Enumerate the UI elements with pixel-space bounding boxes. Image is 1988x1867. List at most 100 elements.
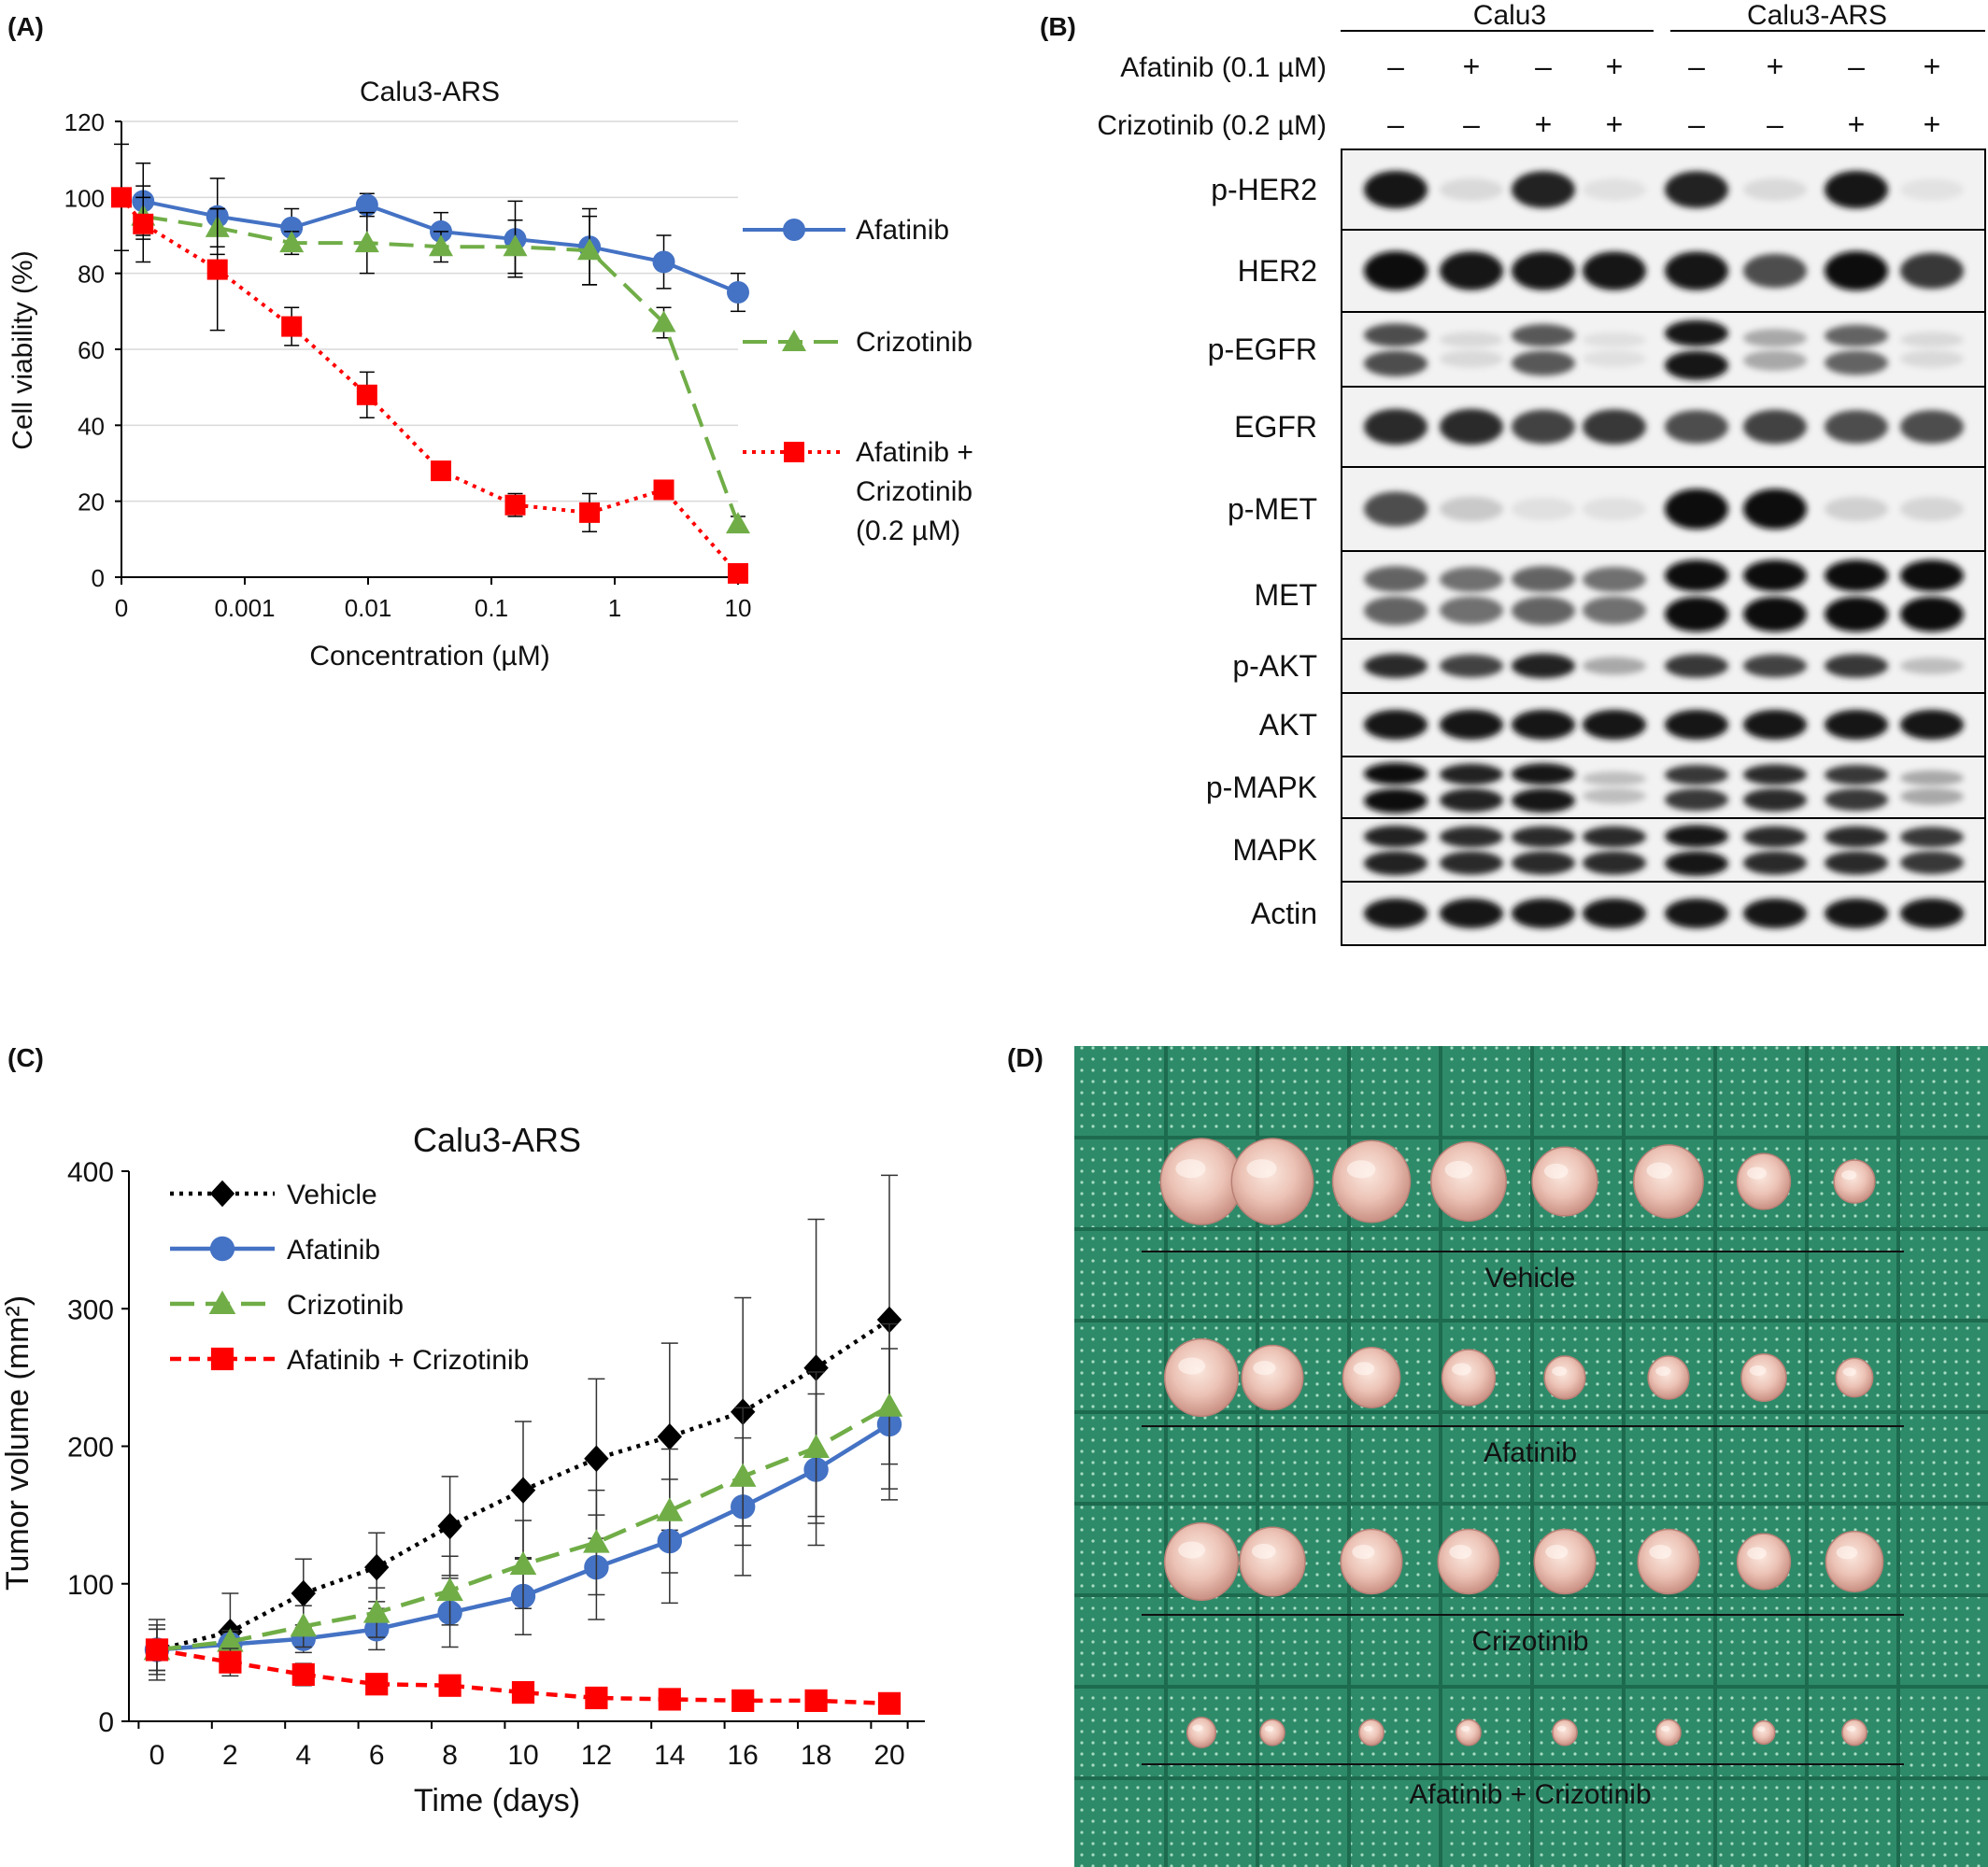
x-tick-label: 4 <box>295 1740 311 1771</box>
tumor <box>1841 1718 1867 1747</box>
panel-c-ylabel: Tumor volume (mm²) <box>0 1295 36 1591</box>
blot-band <box>1900 658 1964 674</box>
data-point <box>510 1477 536 1504</box>
blot-band <box>1665 851 1728 876</box>
blot-strip <box>1341 817 1986 883</box>
blot-strip <box>1341 881 1986 946</box>
panel-c-xlabel: Time (days) <box>414 1783 580 1818</box>
panel-c-legend: Vehicle Afatinib Crizotinib Afatinib + Criz… <box>170 1180 529 1376</box>
data-point <box>219 1650 242 1674</box>
tumor-highlight <box>1556 1725 1567 1732</box>
tumor <box>1533 1528 1597 1595</box>
tumor-row-afatinib: Afatinib <box>1142 1337 1904 1468</box>
y-tick-label: 40 <box>78 412 105 440</box>
blot-band <box>1900 827 1964 848</box>
tumor <box>1740 1352 1787 1403</box>
blot-band <box>1512 763 1575 785</box>
tumor-highlight <box>1253 1361 1276 1376</box>
y-tick-label: 120 <box>64 108 105 136</box>
blot-band <box>1665 488 1728 530</box>
blot-band <box>1743 559 1807 592</box>
data-point <box>731 1689 755 1713</box>
blot-band <box>1583 851 1646 875</box>
blot-band <box>1364 250 1427 291</box>
blot-band <box>1900 332 1964 348</box>
blot-band <box>1825 788 1888 812</box>
blot-band <box>1440 332 1503 348</box>
x-tick-label: 6 <box>369 1740 385 1771</box>
blot-label: MET <box>1254 578 1317 612</box>
data-point <box>431 460 452 482</box>
data-point <box>133 213 154 234</box>
blot-band <box>1900 178 1964 201</box>
blot-strip <box>1341 229 1986 313</box>
blot-band <box>1825 350 1888 375</box>
blot-band <box>1743 654 1807 678</box>
panel-a-ylabel: Cell viability (%) <box>7 250 38 449</box>
tumor <box>1736 1533 1792 1591</box>
blot-band <box>1364 762 1427 785</box>
tumor <box>1752 1719 1776 1746</box>
panel-b-western-blot: Calu3 Calu3-ARS Afatinib (0.1 µM) – + – + – + – + C… <box>1097 0 1986 946</box>
data-point <box>362 1599 390 1623</box>
tumor <box>1163 1337 1240 1418</box>
tumor-highlight <box>1251 1543 1276 1560</box>
tumor-highlight <box>1655 1366 1671 1377</box>
blot-band <box>1512 653 1575 679</box>
data-point <box>802 1434 830 1458</box>
tumor-highlight <box>1660 1725 1670 1732</box>
panel-b-letter: (B) <box>1040 12 1076 41</box>
y-tick-label: 100 <box>67 1570 114 1601</box>
blot-band <box>1900 770 1964 786</box>
blot-band <box>1743 764 1807 785</box>
blot-band <box>1825 496 1888 522</box>
tumor <box>1437 1528 1500 1595</box>
blot-band <box>1743 898 1807 928</box>
blot-band <box>1512 497 1575 521</box>
tumor-highlight <box>1646 1162 1672 1179</box>
data-point <box>577 238 603 261</box>
blot-band <box>1825 559 1888 592</box>
blot-band <box>1743 710 1807 740</box>
blot-band <box>1440 710 1503 740</box>
x-tick-label: 16 <box>728 1740 759 1771</box>
data-point <box>511 1680 535 1704</box>
legend-label: Crizotinib <box>856 476 973 507</box>
tumor <box>1531 1146 1598 1217</box>
blot-band <box>1900 349 1964 368</box>
blot-band <box>1665 559 1728 592</box>
blot-band <box>1364 851 1427 876</box>
series-crizotinib <box>143 1322 903 1672</box>
blot-band <box>1364 898 1427 928</box>
blot-band <box>1440 496 1503 522</box>
panel-a-title: Calu3-ARS <box>360 77 500 107</box>
blot-band <box>1743 596 1807 632</box>
blot-band <box>1364 350 1427 377</box>
data-point <box>509 1550 537 1576</box>
blot-band <box>1825 826 1888 848</box>
blot-label: p-EGFR <box>1208 332 1317 366</box>
panel-b: (B) Calu3 Calu3-ARS Afatinib (0.1 µM) – + – + –… <box>1040 0 1986 946</box>
legend-marker <box>783 219 805 241</box>
blot-band <box>1743 329 1807 347</box>
treatment-sign: + <box>1463 50 1481 83</box>
blot-band <box>1665 654 1728 678</box>
tumor <box>1163 1521 1240 1602</box>
data-point <box>876 1306 902 1334</box>
blot-band <box>1900 497 1964 521</box>
y-tick-label: 300 <box>67 1294 114 1325</box>
blot-band <box>1900 787 1964 805</box>
blot-band <box>1665 251 1728 290</box>
data-point <box>145 1638 169 1662</box>
legend-marker <box>210 1347 234 1371</box>
legend-label: Vehicle <box>287 1180 377 1210</box>
blot-band <box>1743 488 1807 530</box>
data-point <box>503 234 528 257</box>
blot-band <box>1665 825 1728 848</box>
treatment-sign: + <box>1848 107 1866 141</box>
blot-band <box>1825 898 1888 928</box>
data-point <box>656 1497 684 1521</box>
series-afatinib-crizotinib <box>145 1624 902 1715</box>
tumor-highlight <box>1452 1363 1471 1376</box>
blot-band <box>1440 408 1503 446</box>
